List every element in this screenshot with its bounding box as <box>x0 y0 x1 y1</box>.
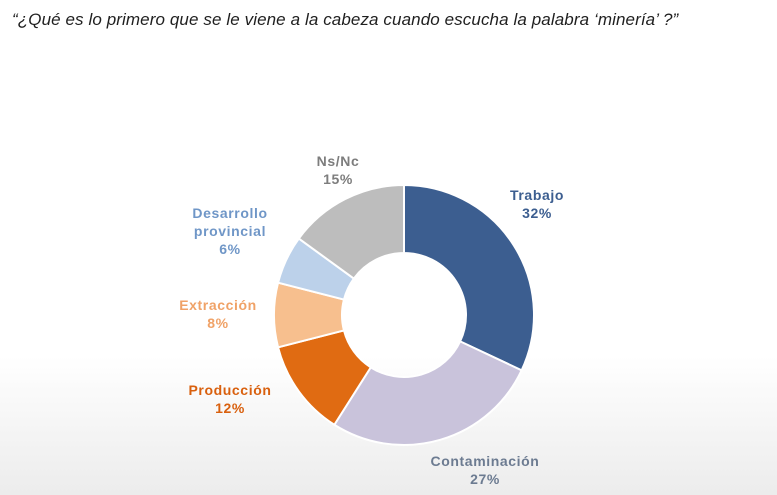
label-trabajo: Trabajo <box>510 187 564 203</box>
value-extraccion: 8% <box>207 315 228 331</box>
slice-trabajo <box>403 183 535 372</box>
value-trabajo: 32% <box>522 205 552 221</box>
label-extraccion: Extracción <box>179 297 257 313</box>
label-contaminacion: Contaminación <box>431 453 540 469</box>
value-produccion: 12% <box>215 400 245 416</box>
label-produccion: Producción <box>188 382 271 398</box>
survey-question: “¿Qué es lo primero que se le viene a la… <box>12 10 679 29</box>
value-contaminacion: 27% <box>470 471 500 487</box>
value-desarrollo-provincial: 6% <box>219 241 240 257</box>
label-ns-nc: Ns/Nc <box>317 153 360 169</box>
value-ns-nc: 15% <box>323 171 353 187</box>
slice-contaminacion <box>332 340 523 446</box>
slice-ns-nc <box>297 183 405 280</box>
label-desarrollo-provincial: Desarrollo provincial <box>192 205 267 239</box>
